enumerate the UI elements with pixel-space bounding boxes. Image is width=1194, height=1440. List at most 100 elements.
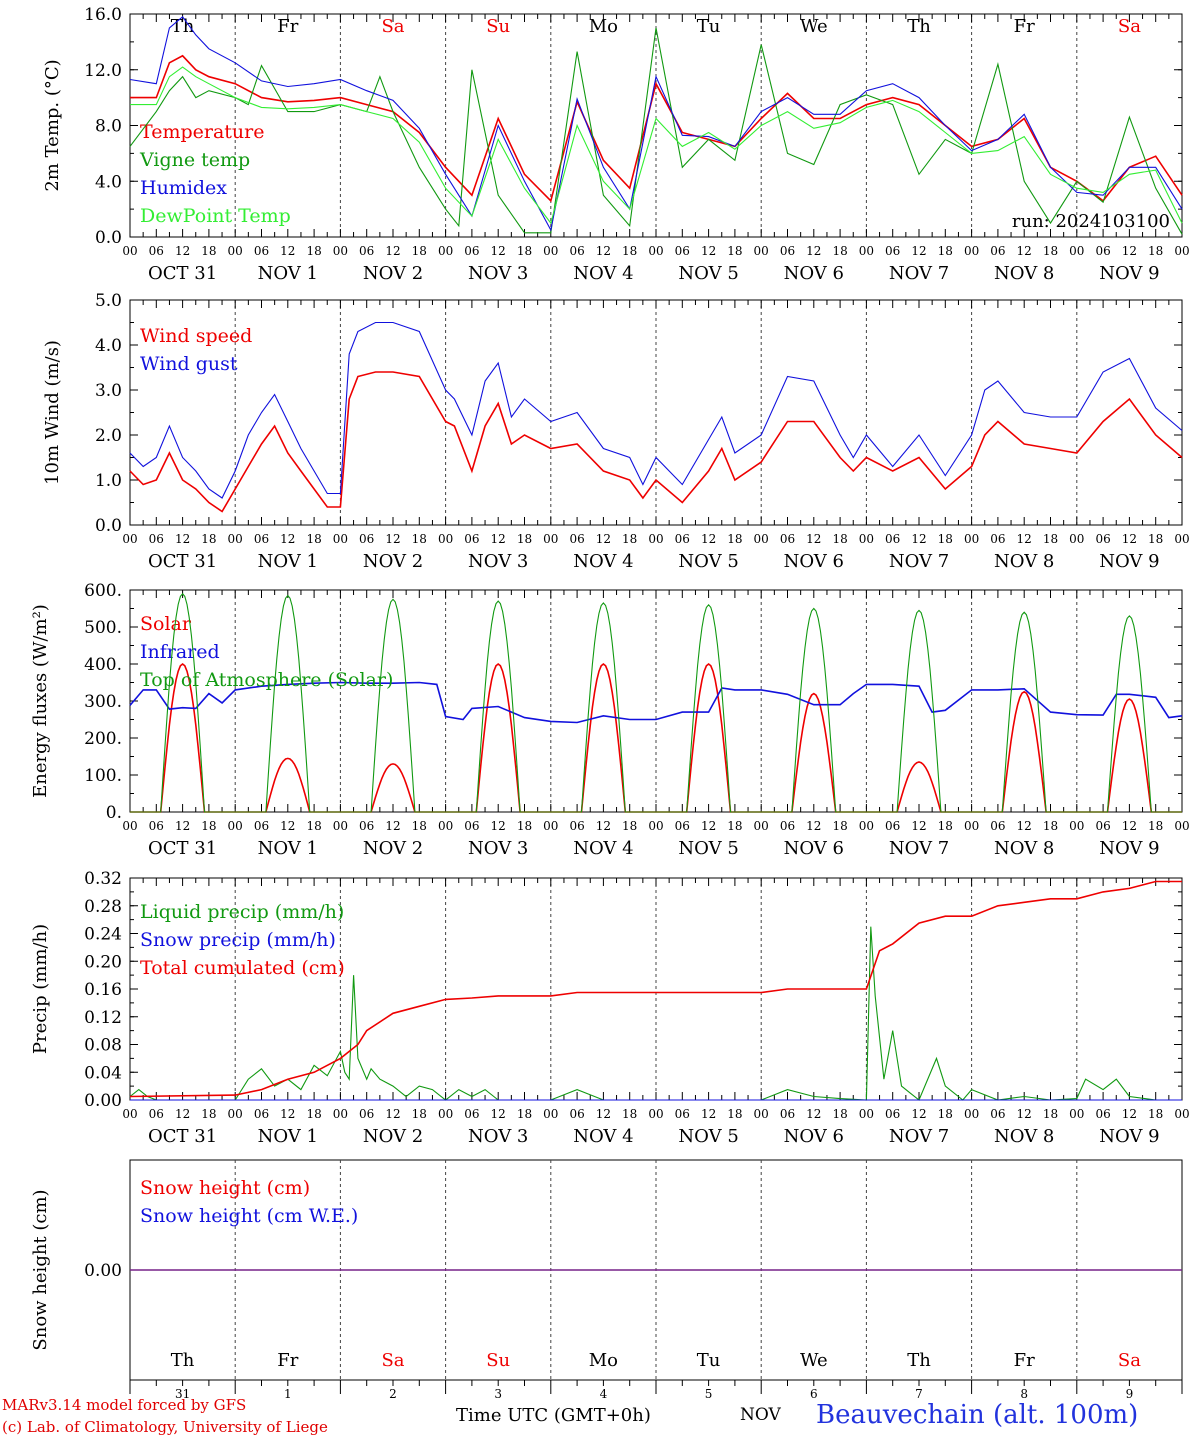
hour-tick-label: 00 — [859, 1107, 874, 1121]
date-label: NOV 3 — [468, 263, 528, 284]
panel-4: 00 06 12 18 00 06 12 18 00 06 12 18 00 06 12 18 00 06 12 18… — [30, 869, 1190, 1147]
hour-tick-label: 06 — [780, 819, 795, 833]
station-label: Beauvechain (alt. 100m) — [816, 1400, 1139, 1430]
y-tick-label: 500. — [84, 618, 122, 638]
hour-tick-label: 12 — [806, 1107, 821, 1121]
day-name-label: Sa — [1118, 1350, 1141, 1371]
hour-tick-label: 00 — [438, 1107, 453, 1121]
hour-tick-label: 06 — [464, 819, 479, 833]
hour-tick-label: 18 — [938, 1107, 953, 1121]
y-tick-label: 0.16 — [84, 980, 122, 1000]
date-label: NOV 5 — [678, 1126, 738, 1147]
y-tick-label: 3.0 — [95, 381, 122, 401]
hour-tick-label: 12 — [1017, 532, 1032, 546]
legend-entry: Humidex — [140, 177, 227, 199]
day-name-label: Mo — [589, 1350, 618, 1371]
y-axis-label: Energy fluxes (W/m²) — [30, 604, 51, 798]
y-tick-label: 300. — [84, 692, 122, 712]
date-label: NOV 1 — [258, 838, 318, 859]
day-name-label: Tu — [697, 1350, 721, 1371]
x-axis-title: Time UTC (GMT+0h) — [456, 1405, 651, 1426]
hour-tick-label: 06 — [675, 532, 690, 546]
date-label: NOV 3 — [468, 1126, 528, 1147]
hour-tick-label: 06 — [675, 244, 690, 258]
hour-tick-label: 18 — [1148, 1107, 1163, 1121]
hour-tick-label: 00 — [122, 532, 137, 546]
hour-tick-label: 00 — [648, 819, 663, 833]
hour-tick-label: 12 — [596, 819, 611, 833]
hour-tick-label: 12 — [1122, 244, 1137, 258]
y-tick-label: 0.00 — [84, 1091, 122, 1111]
hour-tick-label: 00 — [333, 1107, 348, 1121]
hour-tick-label: 00 — [964, 819, 979, 833]
legend-entry: DewPoint Temp — [140, 205, 291, 227]
date-label: NOV 2 — [363, 838, 423, 859]
hour-tick-label: 18 — [306, 1107, 321, 1121]
series-line — [129, 27, 1183, 235]
hour-tick-label: 06 — [885, 819, 900, 833]
date-label: NOV 5 — [678, 551, 738, 572]
hour-tick-label: 06 — [569, 532, 584, 546]
hour-tick-label: 06 — [149, 819, 164, 833]
hour-tick-label: 18 — [1043, 244, 1058, 258]
hour-tick-label: 00 — [228, 1107, 243, 1121]
hour-tick-label: 06 — [990, 819, 1005, 833]
hour-tick-label: 18 — [622, 532, 637, 546]
date-label: NOV 9 — [1099, 1126, 1159, 1147]
hour-tick-label: 12 — [1017, 244, 1032, 258]
y-tick-label: 8.0 — [95, 117, 122, 137]
date-label: NOV 8 — [994, 1126, 1054, 1147]
hour-tick-label: 12 — [1122, 1107, 1137, 1121]
hour-tick-label: 18 — [517, 532, 532, 546]
hour-tick-label: 00 — [859, 819, 874, 833]
date-label: NOV 3 — [468, 838, 528, 859]
hour-tick-label: 12 — [596, 532, 611, 546]
run-label: run: 2024103100 — [1012, 211, 1170, 232]
hour-tick-label: 18 — [1148, 819, 1163, 833]
hour-tick-label: 18 — [201, 532, 216, 546]
credit-line-1: MARv3.14 model forced by GFS — [2, 1396, 247, 1414]
day-name-label: Th — [907, 16, 931, 37]
day-name-label: Fr — [1014, 16, 1035, 37]
date-label: NOV 6 — [784, 263, 844, 284]
hour-tick-label: 12 — [911, 532, 926, 546]
hour-tick-label: 18 — [412, 1107, 427, 1121]
hour-tick-label: 00 — [438, 244, 453, 258]
hour-tick-label: 18 — [938, 819, 953, 833]
hour-tick-label: 12 — [385, 244, 400, 258]
day-name-label: Fr — [277, 1350, 298, 1371]
date-label: OCT 31 — [148, 263, 217, 284]
legend-entry: Temperature — [140, 121, 264, 143]
hour-tick-label: 12 — [175, 1107, 190, 1121]
hour-tick-label: 12 — [385, 819, 400, 833]
legend-entry: Solar — [140, 613, 192, 635]
date-label: NOV 3 — [468, 551, 528, 572]
hour-tick-label: 06 — [675, 819, 690, 833]
legend-entry: Vigne temp — [139, 149, 250, 171]
series-line — [129, 880, 1182, 1098]
day-number-label: 2 — [389, 1387, 397, 1401]
hour-tick-label: 00 — [228, 532, 243, 546]
day-name-label: Th — [171, 1350, 195, 1371]
date-label: NOV 1 — [258, 1126, 318, 1147]
date-label: NOV 2 — [363, 263, 423, 284]
y-tick-label: 0.00 — [84, 1261, 122, 1281]
legend-entry: Snow height (cm W.E.) — [140, 1205, 358, 1227]
hour-tick-label: 12 — [1122, 819, 1137, 833]
panel-1: 00 06 12 18 00 06 12 18 00 06 12 18 00 06 12 18 00 06 12 18… — [42, 5, 1190, 284]
hour-tick-label: 06 — [569, 819, 584, 833]
hour-tick-label: 06 — [885, 244, 900, 258]
y-tick-label: 0.08 — [84, 1036, 122, 1056]
hour-tick-label: 12 — [280, 1107, 295, 1121]
hour-tick-label: 06 — [254, 244, 269, 258]
hour-tick-label: 18 — [938, 244, 953, 258]
hour-tick-label: 18 — [306, 532, 321, 546]
hour-tick-label: 18 — [832, 244, 847, 258]
hour-tick-label: 06 — [780, 532, 795, 546]
hour-tick-label: 12 — [806, 532, 821, 546]
hour-tick-label: 12 — [911, 819, 926, 833]
hour-tick-label: 06 — [885, 1107, 900, 1121]
hour-tick-label: 06 — [780, 244, 795, 258]
legend-entry: Total cumulated (cm) — [140, 957, 345, 979]
